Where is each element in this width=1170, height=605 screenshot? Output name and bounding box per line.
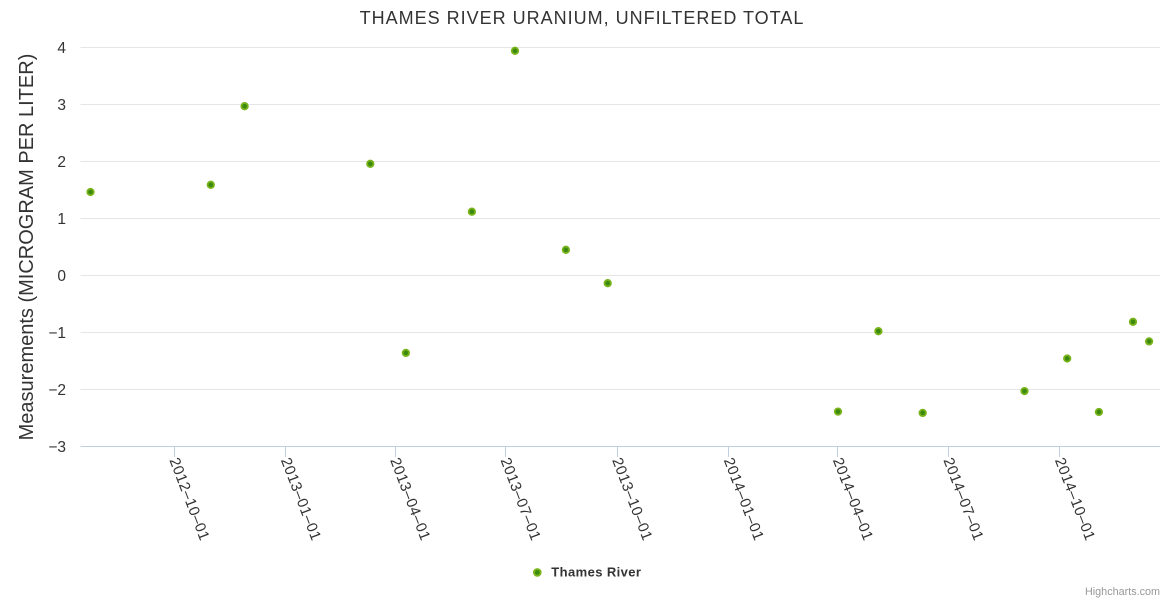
svg-text:−3: −3 [48, 439, 66, 456]
svg-text:−2: −2 [48, 382, 66, 399]
svg-text:Thames River: Thames River [551, 565, 641, 580]
svg-text:0: 0 [57, 268, 66, 285]
svg-text:1: 1 [57, 211, 66, 228]
svg-text:THAMES RIVER URANIUM, UNFILTER: THAMES RIVER URANIUM, UNFILTERED TOTAL [360, 8, 805, 28]
svg-text:4: 4 [57, 40, 66, 57]
svg-text:−1: −1 [48, 325, 66, 342]
svg-text:2: 2 [57, 154, 66, 171]
svg-text:Highcharts.com: Highcharts.com [1085, 586, 1160, 598]
svg-text:Measurements (MICROGRAM PER LI: Measurements (MICROGRAM PER LITER) [16, 54, 38, 441]
svg-text:3: 3 [57, 97, 66, 114]
